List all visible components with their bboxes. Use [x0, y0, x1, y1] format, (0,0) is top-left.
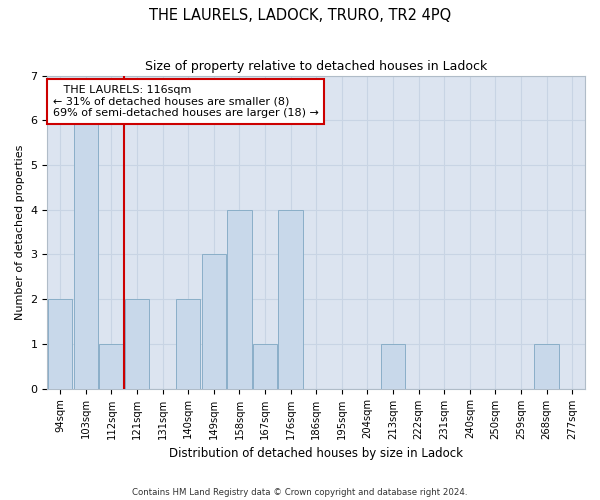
Bar [227, 210, 251, 388]
X-axis label: Distribution of detached houses by size in Ladock: Distribution of detached houses by size … [169, 447, 463, 460]
Bar [48, 299, 73, 388]
Text: THE LAURELS, LADOCK, TRURO, TR2 4PQ: THE LAURELS, LADOCK, TRURO, TR2 4PQ [149, 8, 451, 22]
Title: Size of property relative to detached houses in Ladock: Size of property relative to detached ho… [145, 60, 487, 73]
Bar [535, 344, 559, 389]
Bar [253, 344, 277, 389]
Text: THE LAURELS: 116sqm
← 31% of detached houses are smaller (8)
69% of semi-detache: THE LAURELS: 116sqm ← 31% of detached ho… [53, 85, 319, 118]
Bar [176, 299, 200, 388]
Bar [278, 210, 303, 388]
Bar [381, 344, 405, 389]
Y-axis label: Number of detached properties: Number of detached properties [15, 144, 25, 320]
Bar [125, 299, 149, 388]
Bar [99, 344, 124, 389]
Bar [74, 120, 98, 388]
Bar [202, 254, 226, 388]
Text: Contains HM Land Registry data © Crown copyright and database right 2024.: Contains HM Land Registry data © Crown c… [132, 488, 468, 497]
